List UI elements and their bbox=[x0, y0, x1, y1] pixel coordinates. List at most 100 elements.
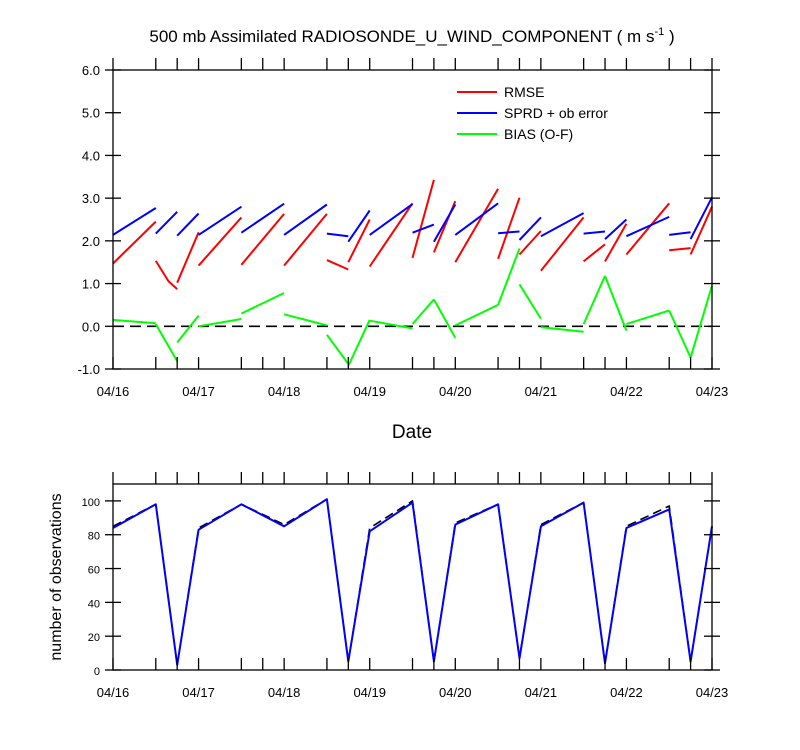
obs-used-line bbox=[112, 498, 713, 666]
bias-series-line bbox=[326, 334, 350, 365]
spread-series-line bbox=[454, 202, 499, 236]
bottom-y-axis-label: number of observations bbox=[48, 493, 65, 660]
top-y-tick-label: 0.0 bbox=[82, 319, 100, 334]
rmse-series-line bbox=[689, 206, 713, 255]
chart-title: 500 mb Assimilated RADIOSONDE_U_WIND_COM… bbox=[149, 26, 674, 46]
bias-series-line bbox=[240, 292, 285, 315]
bottom-axes-group: 04/16 04/17 04/18 04/19 04/20 04/21 04/22 04/23… bbox=[82, 472, 729, 700]
bottom-x-tick-label: 04/20 bbox=[439, 685, 472, 700]
bias-series-line bbox=[518, 283, 542, 320]
top-y-tick-label: 6.0 bbox=[82, 63, 100, 78]
top-x-tick-label: 04/16 bbox=[97, 384, 130, 399]
top-y-tick-label: 5.0 bbox=[82, 106, 100, 121]
bias-series-line bbox=[112, 318, 156, 325]
legend-label-bias: BIAS (O-F) bbox=[504, 126, 573, 142]
top-series-group bbox=[112, 179, 713, 367]
top-y-tick-label: 3.0 bbox=[82, 191, 100, 206]
top-plot-frame bbox=[112, 69, 713, 370]
top-y-tick-label: 1.0 bbox=[82, 277, 100, 292]
bottom-y-tick-label: 40 bbox=[88, 598, 100, 610]
bottom-x-tick-label: 04/23 bbox=[696, 685, 729, 700]
bottom-x-tick-label: 04/21 bbox=[525, 685, 558, 700]
bottom-x-tick-label: 04/16 bbox=[97, 685, 130, 700]
top-axes-group: 04/16 04/17 04/18 04/19 04/20 04/21 04/22 04/23… bbox=[78, 58, 729, 399]
spread-series-line bbox=[155, 211, 178, 235]
bias-series-line bbox=[689, 285, 713, 358]
legend-label-spread: SPRD + ob error bbox=[504, 105, 608, 121]
rmse-series-line bbox=[326, 259, 349, 271]
spread-series-line bbox=[369, 203, 414, 236]
spread-series-line bbox=[176, 212, 200, 237]
top-x-axis-label: Date bbox=[392, 422, 432, 443]
bias-series-line bbox=[283, 313, 328, 327]
rmse-series-line bbox=[518, 230, 542, 256]
bottom-y-tick-label: 100 bbox=[82, 497, 100, 509]
bias-series-line bbox=[668, 310, 692, 358]
bias-series-line bbox=[154, 323, 179, 362]
rmse-series-line bbox=[497, 197, 521, 260]
spread-series-line bbox=[433, 204, 457, 243]
bias-series-line bbox=[347, 319, 371, 367]
obs-possible-dashed-line bbox=[112, 498, 713, 666]
bias-series-line bbox=[176, 314, 200, 344]
spread-series-line bbox=[625, 215, 670, 238]
rmse-series-line bbox=[176, 231, 200, 284]
top-x-tick-label: 04/23 bbox=[696, 384, 729, 399]
rmse-series-line bbox=[411, 179, 435, 259]
spread-series-line bbox=[240, 202, 285, 234]
spread-series-line bbox=[604, 218, 628, 240]
spread-series-line bbox=[347, 209, 371, 243]
spread-series-line bbox=[689, 196, 713, 240]
top-x-tick-label: 04/20 bbox=[439, 384, 472, 399]
bottom-x-tick-label: 04/17 bbox=[182, 685, 215, 700]
chart-title-end: ) bbox=[664, 27, 674, 46]
rmse-series-line bbox=[669, 247, 691, 252]
bias-series-line bbox=[198, 318, 242, 328]
rmse-series-line bbox=[347, 219, 371, 263]
bottom-y-tick-label: 60 bbox=[88, 565, 100, 577]
spread-series-line bbox=[518, 216, 542, 241]
bias-series-line bbox=[454, 303, 499, 327]
bottom-y-tick-label: 0 bbox=[94, 666, 100, 678]
spread-series-line bbox=[283, 203, 328, 236]
bottom-y-tick-label: 80 bbox=[88, 531, 100, 543]
bias-series-line bbox=[604, 275, 628, 331]
top-x-tick-label: 04/18 bbox=[268, 384, 301, 399]
spread-series-line bbox=[198, 205, 242, 236]
rmse-series-line bbox=[240, 213, 285, 266]
rmse-series-line bbox=[368, 202, 414, 268]
rmse-series-line bbox=[197, 216, 243, 267]
rmse-series-line bbox=[154, 260, 178, 290]
top-x-tick-label: 04/22 bbox=[610, 384, 643, 399]
bias-series-line bbox=[497, 248, 521, 306]
chart-title-superscript: -1 bbox=[654, 26, 664, 38]
top-y-tick-label: -1.0 bbox=[78, 362, 100, 377]
bias-series-line bbox=[369, 319, 413, 330]
spread-series-line bbox=[498, 230, 520, 235]
spread-series-line bbox=[326, 232, 349, 238]
rmse-series-line bbox=[625, 202, 670, 256]
top-legend: RMSE SPRD + ob error BIAS (O-F) bbox=[457, 84, 608, 142]
top-x-tick-label: 04/21 bbox=[525, 384, 558, 399]
spread-series-line bbox=[669, 231, 691, 236]
rmse-series-line bbox=[582, 243, 606, 263]
bias-series-line bbox=[626, 309, 670, 326]
rmse-series-line bbox=[112, 220, 157, 265]
top-x-tick-label: 04/17 bbox=[182, 384, 215, 399]
bottom-x-tick-label: 04/18 bbox=[268, 685, 301, 700]
spread-series-line bbox=[412, 223, 435, 234]
bottom-x-tick-label: 04/22 bbox=[610, 685, 643, 700]
bias-series-line bbox=[540, 326, 584, 333]
rmse-series-line bbox=[540, 216, 585, 272]
bottom-plot-frame bbox=[112, 483, 713, 671]
bias-series-line bbox=[433, 298, 457, 339]
top-x-tick-label: 04/19 bbox=[353, 384, 386, 399]
spread-series-line bbox=[540, 212, 585, 238]
bottom-x-tick-label: 04/19 bbox=[353, 685, 386, 700]
top-y-tick-label: 4.0 bbox=[82, 148, 100, 163]
top-y-tick-label: 2.0 bbox=[82, 234, 100, 249]
chart-title-main: 500 mb Assimilated RADIOSONDE_U_WIND_COM… bbox=[149, 27, 654, 46]
legend-label-rmse: RMSE bbox=[504, 84, 544, 100]
rmse-series-line bbox=[454, 188, 499, 263]
